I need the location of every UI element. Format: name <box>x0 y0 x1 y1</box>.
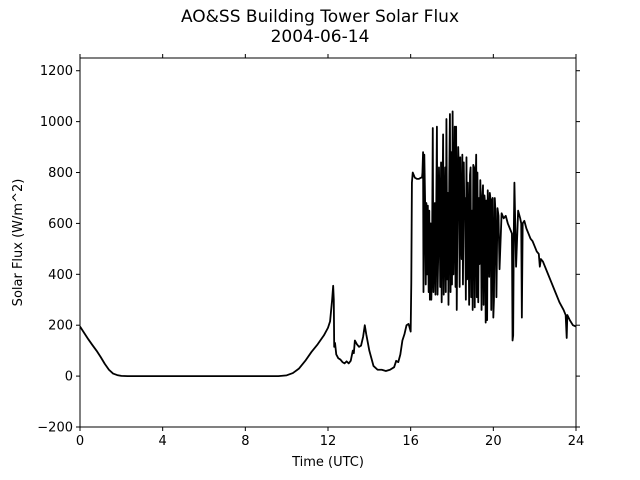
y-tick-label: 1000 <box>40 115 73 130</box>
y-axis-label: Solar Flux (W/m^2) <box>11 179 26 307</box>
x-tick-label: 20 <box>485 434 502 449</box>
y-tick-label: 800 <box>48 166 73 181</box>
solar-flux-series-line <box>80 110 576 377</box>
y-tick-label: 400 <box>48 268 73 283</box>
x-tick-label: 24 <box>568 434 585 449</box>
y-tick-label: 1200 <box>40 64 73 79</box>
x-tick-label: 12 <box>320 434 337 449</box>
x-axis-label: Time (UTC) <box>291 455 364 470</box>
x-tick-label: 4 <box>159 434 167 449</box>
x-tick-label: 8 <box>241 434 249 449</box>
y-tick-label: 200 <box>48 319 73 334</box>
x-tick-label: 0 <box>76 434 84 449</box>
y-tick-label: −200 <box>37 421 73 436</box>
axes-frame <box>79 57 577 428</box>
x-tick-label: 16 <box>402 434 419 449</box>
y-tick-label: 600 <box>48 217 73 232</box>
y-tick-label: 0 <box>65 370 73 385</box>
chart-subtitle: 2004-06-14 <box>270 27 370 47</box>
chart-title: AO&SS Building Tower Solar Flux <box>180 7 460 27</box>
